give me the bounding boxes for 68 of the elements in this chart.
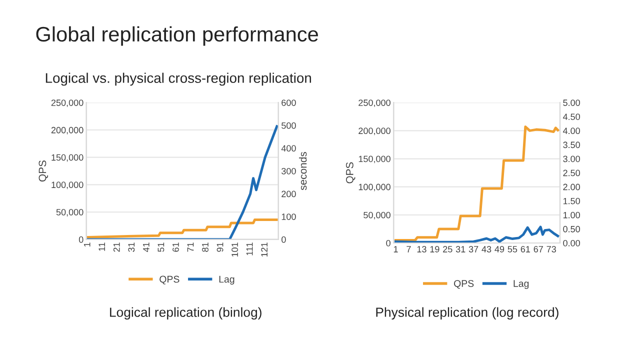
y-tick-label: 250,000 bbox=[51, 100, 84, 108]
text: Physical replication (log record) bbox=[376, 307, 558, 320]
y-tick-label: 0 bbox=[386, 240, 390, 246]
x-tick-label: 61 bbox=[520, 246, 530, 252]
y2-tick-label: 1.50 bbox=[563, 198, 580, 204]
y-tick-label: 100,000 bbox=[358, 184, 390, 192]
x-tick-label: 49 bbox=[494, 246, 504, 252]
text: Logical replication (binlog) bbox=[110, 307, 262, 320]
x-tick-label: 19 bbox=[430, 246, 440, 252]
x-tick-label: 11 bbox=[98, 242, 105, 251]
x-tick-label: 13 bbox=[417, 246, 426, 252]
y2-tick-label: 100 bbox=[282, 214, 296, 220]
x-tick-label: 37 bbox=[468, 246, 478, 252]
y2-tick-label: 2.50 bbox=[563, 170, 580, 176]
legend-label: QPS bbox=[160, 276, 180, 284]
y2-tick-label: 0.50 bbox=[563, 226, 580, 232]
y2-tick-label: 2.00 bbox=[563, 184, 580, 190]
chart-subtitle: Logical vs. physical cross-region replication bbox=[46, 72, 311, 86]
y2-tick-label: 4.50 bbox=[562, 114, 580, 120]
y-tick-label: 50,000 bbox=[364, 212, 390, 220]
y2-tick-label: 0.00 bbox=[563, 240, 580, 246]
y2-tick-label: 500 bbox=[282, 122, 296, 129]
y2-tick-label: 3.00 bbox=[563, 156, 580, 162]
x-tick-label: 41 bbox=[143, 242, 150, 252]
x-tick-label: 51 bbox=[158, 242, 164, 252]
x-tick-label: 31 bbox=[456, 246, 466, 252]
y-tick-label: 250,000 bbox=[358, 100, 390, 108]
x-tick-label: 7 bbox=[406, 246, 411, 252]
y2-axis-title: seconds bbox=[299, 152, 307, 190]
y-axis-title: QPS bbox=[38, 160, 48, 182]
x-tick-label: 1 bbox=[84, 242, 90, 247]
y2-tick-label: 200 bbox=[282, 190, 296, 198]
x-tick-label: 101 bbox=[232, 242, 238, 257]
x-tick-label: 121 bbox=[261, 242, 268, 257]
x-tick-label: 91 bbox=[216, 242, 224, 252]
y2-tick-label: 0 bbox=[282, 236, 286, 243]
legend-label: Lag bbox=[219, 276, 234, 285]
y2-tick-label: 300 bbox=[282, 168, 296, 174]
y2-tick-label: 5.00 bbox=[563, 100, 580, 106]
y2-tick-label: 1.00 bbox=[563, 212, 580, 218]
y-tick-label: 100,000 bbox=[52, 182, 84, 190]
x-tick-label: 71 bbox=[187, 242, 194, 252]
x-tick-label: 61 bbox=[172, 242, 179, 252]
y2-tick-label: 3.50 bbox=[563, 142, 580, 148]
y2-tick-label: 4.00 bbox=[562, 128, 580, 134]
y-axis-title: QPS bbox=[346, 162, 356, 184]
x-tick-label: 1 bbox=[394, 246, 398, 252]
x-tick-label: 31 bbox=[128, 242, 135, 252]
legend-label: Lag bbox=[514, 280, 529, 289]
x-tick-label: 25 bbox=[443, 246, 452, 252]
y2-tick-label: 400 bbox=[281, 145, 296, 152]
line-series bbox=[394, 126, 560, 242]
y-tick-label: 200,000 bbox=[51, 126, 84, 134]
x-tick-label: 67 bbox=[534, 246, 543, 252]
legend-label: QPS bbox=[454, 280, 474, 289]
y2-tick-label: 600 bbox=[282, 100, 296, 106]
x-tick-label: 81 bbox=[202, 242, 208, 252]
chart-title: Global replication performance bbox=[36, 26, 318, 46]
x-tick-label: 21 bbox=[113, 242, 120, 252]
x-tick-label: 73 bbox=[546, 246, 556, 252]
y-tick-label: 200,000 bbox=[358, 128, 390, 136]
x-tick-label: 111 bbox=[246, 242, 253, 256]
x-tick-label: 43 bbox=[482, 246, 492, 252]
y-tick-label: 150,000 bbox=[52, 154, 84, 162]
y-tick-label: 0 bbox=[78, 236, 84, 243]
x-tick-label: 55 bbox=[508, 246, 518, 252]
y-tick-label: 150,000 bbox=[358, 156, 390, 164]
y-tick-label: 50,000 bbox=[56, 209, 84, 216]
